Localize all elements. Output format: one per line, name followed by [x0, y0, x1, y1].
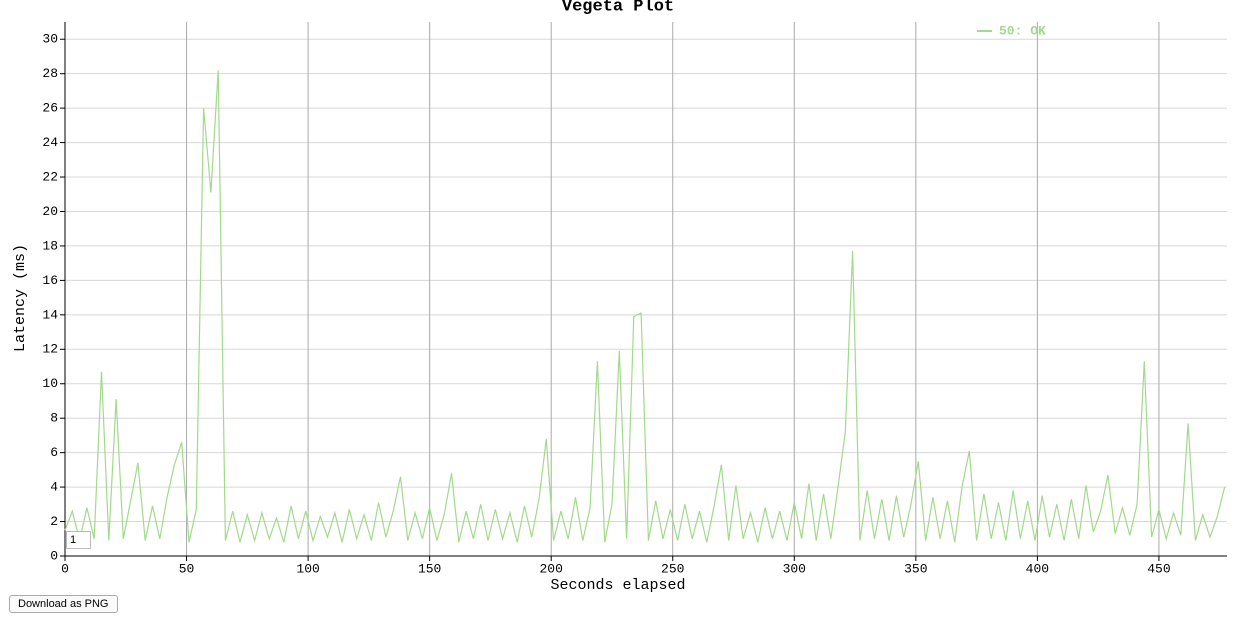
y-tick-label: 30: [42, 32, 58, 47]
x-tick-label: 100: [296, 561, 319, 576]
x-tick-label: 0: [61, 561, 69, 576]
x-tick-label: 400: [1026, 561, 1049, 576]
x-axis-label: Seconds elapsed: [550, 577, 685, 594]
y-tick-label: 16: [42, 273, 58, 288]
legend-label: 50: OK: [999, 23, 1046, 38]
y-tick-label: 2: [50, 514, 58, 529]
y-tick-label: 10: [42, 376, 58, 391]
download-button[interactable]: Download as PNG: [9, 595, 118, 613]
y-tick-label: 4: [50, 480, 58, 495]
y-tick-label: 14: [42, 307, 58, 322]
y-tick-label: 26: [42, 101, 58, 116]
y-tick-label: 6: [50, 445, 58, 460]
y-axis-label: Latency (ms): [12, 244, 29, 352]
x-tick-label: 450: [1147, 561, 1170, 576]
x-tick-label: 200: [539, 561, 562, 576]
y-tick-label: 18: [42, 238, 58, 253]
x-tick-label: 250: [661, 561, 684, 576]
y-tick-label: 8: [50, 411, 58, 426]
roll-period-input[interactable]: 1: [66, 531, 91, 549]
x-tick-label: 350: [904, 561, 927, 576]
y-tick-label: 0: [50, 548, 58, 563]
chart-title: Vegeta Plot: [562, 0, 674, 16]
y-tick-label: 22: [42, 169, 58, 184]
x-tick-label: 300: [783, 561, 806, 576]
x-tick-label: 150: [418, 561, 441, 576]
x-tick-label: 50: [179, 561, 195, 576]
y-tick-label: 28: [42, 66, 58, 81]
y-tick-label: 12: [42, 342, 58, 357]
data-line: [64, 70, 1226, 543]
y-tick-label: 24: [42, 135, 58, 150]
y-tick-label: 20: [42, 204, 58, 219]
